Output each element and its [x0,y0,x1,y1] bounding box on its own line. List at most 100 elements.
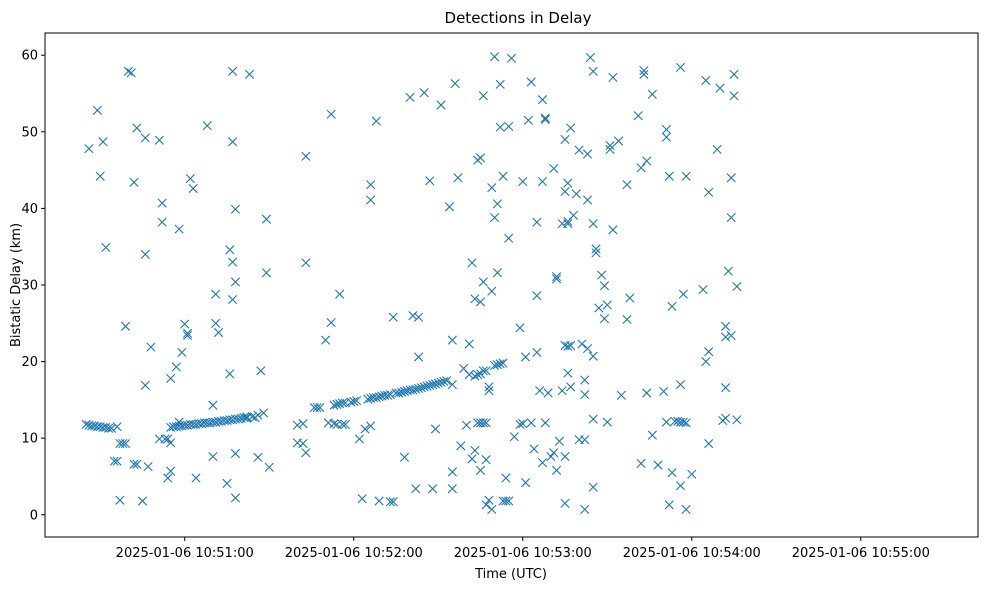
data-point [385,497,395,507]
data-point [602,300,612,310]
data-point [447,484,457,494]
data-point [120,321,131,331]
data-point [484,382,494,392]
data-point [349,396,359,407]
data-point [492,268,503,278]
data-point [129,459,139,469]
data-point [563,219,573,229]
data-point [490,360,500,371]
data-point [571,189,581,199]
data-point [374,496,384,506]
data-point [416,383,426,393]
data-point [543,388,553,398]
data-point [444,202,455,212]
data-point [329,419,339,429]
data-point [582,195,593,205]
y-tick-label: 60 [21,49,38,64]
data-point [515,323,525,333]
data-point [608,72,618,83]
data-point [230,448,241,459]
data-point [166,373,176,384]
data-point [723,266,733,276]
data-point [594,303,604,313]
data-point [501,496,511,506]
data-point [704,438,714,449]
data-point [337,419,348,429]
data-point [140,133,150,143]
data-point [681,504,691,515]
data-point [467,258,477,268]
data-point [157,198,167,208]
data-point [678,289,688,299]
data-point [661,132,672,142]
data-point [428,379,438,390]
data-point [256,366,266,376]
data-point [582,343,593,354]
data-point [202,121,212,131]
data-points [81,52,742,515]
y-tick-label: 30 [21,279,38,294]
data-point [526,77,536,87]
data-point [177,347,187,357]
data-point [374,392,384,402]
data-point [551,274,562,284]
data-point [487,183,497,193]
data-point [495,79,505,89]
data-point [639,65,649,76]
data-point [580,375,590,385]
data-point [180,319,190,329]
data-point [588,414,598,424]
data-point [546,451,556,462]
data-point [475,153,486,163]
data-point [163,473,173,483]
data-point [537,95,548,105]
data-point [411,484,421,494]
data-point [247,412,257,422]
data-point [568,210,579,220]
data-point [560,451,570,462]
data-point [298,419,308,429]
data-point [520,478,531,488]
data-point [332,399,342,410]
x-tick-label: 2025-01-06 10:52:00 [285,546,423,561]
data-point [701,357,711,367]
data-point [422,381,432,391]
data-point [123,66,133,76]
data-point [526,418,536,428]
data-point [681,418,691,428]
data-point [182,328,193,338]
data-point [419,382,429,392]
y-tick-label: 20 [21,355,38,370]
data-point [146,342,156,352]
data-point [509,432,519,442]
data-point [481,455,491,465]
data-point [154,135,164,145]
data-point [506,53,517,63]
data-point [588,482,598,492]
x-axis-ticks: 2025-01-06 10:51:00 2025-01-06 10:52:00 20… [116,537,930,561]
data-point [523,115,533,125]
data-point [647,89,657,99]
data-point [504,121,514,132]
data-point [518,177,528,187]
chart-title: Detections in Delay [445,9,592,27]
data-point [639,69,649,79]
data-point [132,459,142,469]
data-point [613,136,624,146]
data-point [475,465,486,475]
data-point [540,418,550,428]
data-point [557,386,567,396]
data-point [560,134,570,145]
data-point [549,163,559,174]
data-point [675,379,686,390]
data-point [129,177,139,187]
data-point [112,456,122,466]
data-point [473,370,483,380]
data-point [315,402,325,413]
data-point [430,379,441,389]
data-point [597,270,607,280]
data-point [529,444,539,454]
data-point [222,478,232,488]
data-point [371,116,381,126]
data-point [95,171,105,181]
